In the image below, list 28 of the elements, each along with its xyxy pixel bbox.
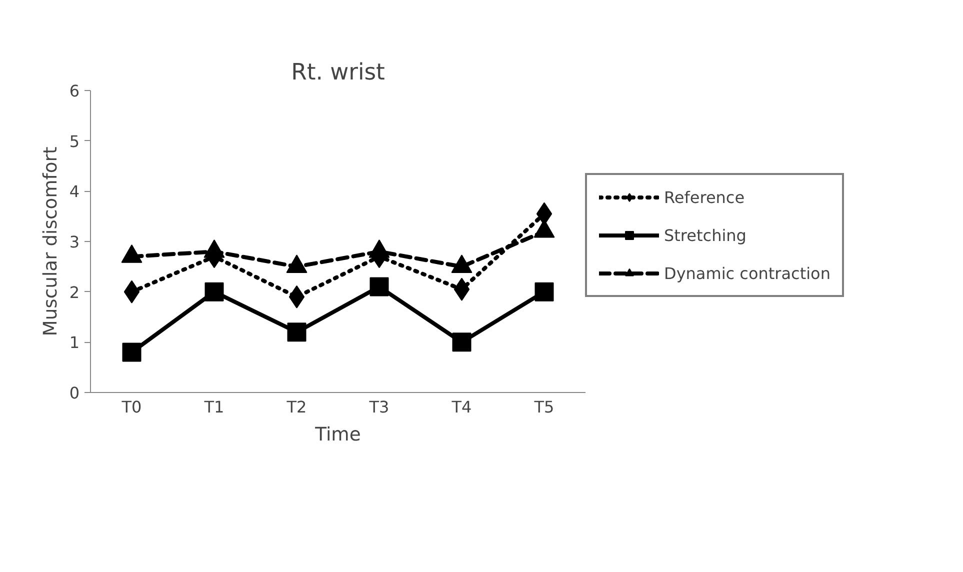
y-tick-label: 6 [69,82,80,100]
legend-label: Stretching [664,226,746,244]
point [452,332,472,352]
y-tick-label: 1 [69,333,80,352]
y-tick-label: 3 [69,232,80,252]
x-tick-label: T4 [450,398,472,416]
point [534,282,554,302]
point [204,282,224,302]
x-tick-label: T1 [203,398,224,416]
y-tick-label: 0 [69,384,80,402]
x-tick-label: T5 [533,398,554,416]
y-tick-label: 2 [69,282,80,302]
point [288,285,305,308]
y-axis-title: Muscular discomfort [40,146,62,336]
y-tick-label: 4 [69,182,80,202]
y-tick-label: 5 [69,132,80,151]
point [287,322,306,342]
point [454,278,470,301]
chart-title: Rt. wrist [291,60,386,86]
x-tick-label: T3 [368,398,390,416]
point [122,342,142,362]
x-tick-label: T2 [286,398,307,416]
x-tick-label: T0 [120,398,142,416]
legend-label: Dynamic contraction [664,264,830,282]
point [370,277,389,296]
x-axis-title: Time [314,424,361,446]
legend-label: Reference [664,188,745,206]
point [124,280,140,304]
